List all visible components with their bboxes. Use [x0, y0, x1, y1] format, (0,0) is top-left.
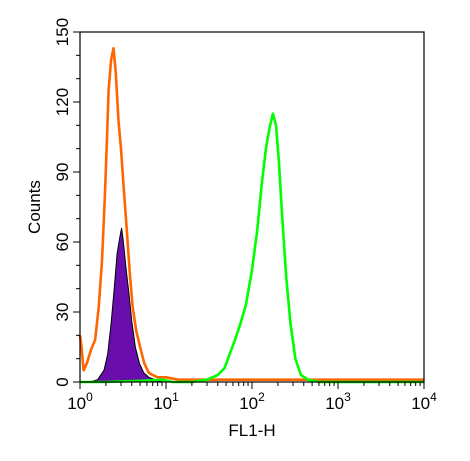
x-tick-label: 104	[411, 390, 437, 413]
y-tick-label: 0	[53, 377, 72, 386]
series-1-line	[78, 47, 424, 381]
x-axis-title: FL1-H	[228, 421, 275, 440]
x-tick-label: 100	[67, 390, 93, 413]
y-tick-label: 150	[53, 18, 72, 46]
x-tick-label: 102	[239, 390, 265, 413]
y-axis: 0 30 60 90 120 150	[53, 18, 80, 387]
y-tick-label: 60	[53, 233, 72, 252]
x-tick-label: 101	[153, 390, 179, 413]
y-axis-title: Counts	[25, 180, 44, 234]
y-tick-label: 120	[53, 88, 72, 116]
y-tick-label: 90	[53, 163, 72, 182]
x-tick-label: 103	[325, 390, 351, 413]
series-layer	[78, 47, 424, 384]
series-0-area	[89, 227, 163, 383]
y-tick-label: 30	[53, 303, 72, 322]
x-axis: 100 101 102 103 104	[67, 382, 437, 413]
